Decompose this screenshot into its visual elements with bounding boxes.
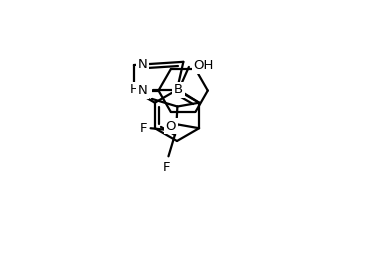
Text: OH: OH <box>194 59 214 72</box>
Text: N: N <box>138 58 147 71</box>
Text: N: N <box>138 84 147 97</box>
Text: O: O <box>165 120 176 132</box>
Text: F: F <box>163 161 171 174</box>
Text: HO: HO <box>130 83 150 96</box>
Text: F: F <box>140 122 147 135</box>
Text: B: B <box>174 83 183 96</box>
